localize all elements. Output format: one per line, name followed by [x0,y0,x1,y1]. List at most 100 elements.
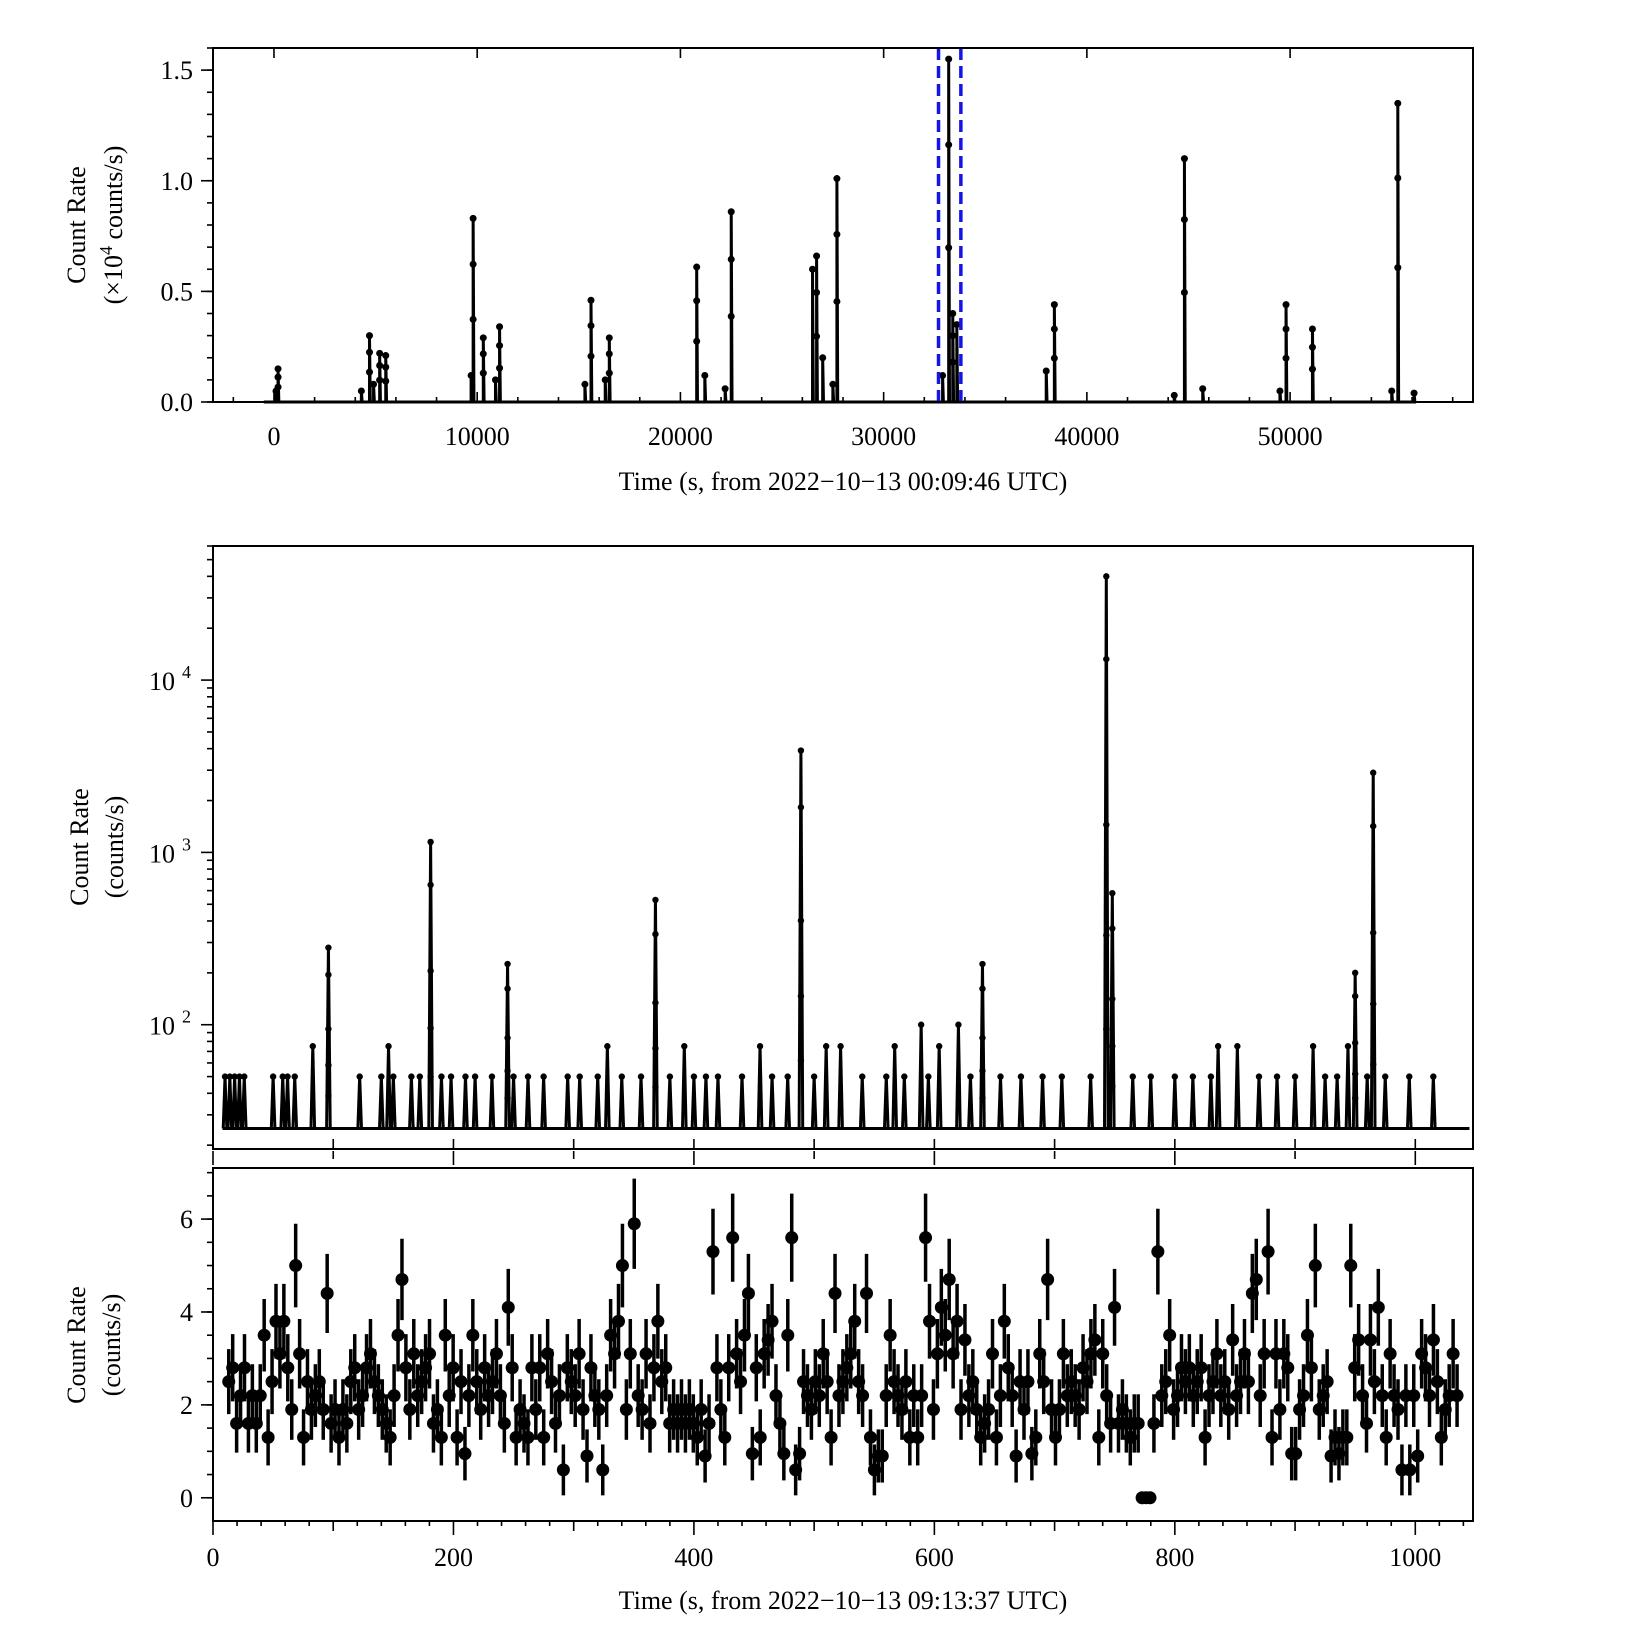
zoom-log-marker [564,1073,571,1080]
zoom-linear-point [753,1430,767,1444]
zoom-linear-point [773,1416,787,1430]
overview-peak-marker [1042,367,1050,375]
zoom-log-sample-marker [979,1067,986,1075]
zoom-log-marker [1273,1073,1281,1080]
zoom-log-marker [462,1073,469,1080]
zoom-linear-point [1009,1449,1023,1463]
zoom-linear-point [407,1347,421,1361]
zoom-linear-point [926,1403,940,1417]
zoom-linear-point [1360,1416,1374,1430]
zoom-log-sample-marker [1370,929,1377,937]
zoom-linear-point [1261,1245,1275,1259]
overview-sample-marker [1282,325,1290,333]
zoom-linear-point [434,1430,448,1444]
zoom-linear-point [915,1389,929,1403]
zoom-linear-point [1273,1403,1287,1417]
zoom-linear-point [1308,1259,1322,1273]
zoom-log-y-tick-label: 10 [149,667,175,696]
zoom-linear-point [340,1416,354,1430]
zoom-linear-point [635,1403,649,1417]
zoom-linear-point [879,1389,893,1403]
overview-sample-marker [605,350,613,358]
overview-peak-marker [496,323,504,331]
zoom-linear-point [1363,1333,1377,1347]
zoom-log-marker [221,1073,229,1080]
zoom-linear-plot-area [222,1178,1464,1505]
zoom-linear-y-axis-label: Count Rate [62,1286,91,1404]
zoom-linear-point [1147,1416,1161,1430]
zoom-linear-point [237,1361,251,1375]
zoom-linear-point [875,1449,889,1463]
zoom-linear-point [745,1447,759,1461]
zoom-linear-point [627,1217,641,1231]
zoom-linear-point [1198,1430,1212,1444]
zoom-linear-point [466,1328,480,1342]
zoom-log-sample-marker [325,1061,332,1069]
zoom-log-marker [504,960,511,968]
zoom-linear-point [387,1389,401,1403]
overview-peak-marker [819,354,827,362]
overview-sample-marker [469,260,477,268]
zoom-linear-point [726,1231,740,1245]
zoom-linear-point [1005,1389,1019,1403]
zoom-linear-point [639,1347,653,1361]
overview-peak-marker [693,263,701,271]
zoom-linear-point [556,1463,570,1477]
zoom-linear-x-axis-label: Time (s, from 2022−10−13 09:13:37 UTC) [619,1586,1068,1615]
zoom-log-sample-marker [1351,1070,1359,1078]
zoom-log-marker [1207,1073,1215,1080]
zoom-log-marker [279,1073,286,1080]
zoom-linear-point [1375,1389,1389,1403]
overview-sample-marker [945,244,953,252]
zoom-linear-point [950,1314,964,1328]
zoom-linear-point [612,1314,626,1328]
zoom-log-marker [226,1073,234,1080]
zoom-log-sample-marker [325,1092,332,1100]
zoom-linear-point [1194,1361,1208,1375]
zoom-linear-point [592,1403,606,1417]
zoom-linear-point [1151,1245,1165,1259]
zoom-log-sample-marker [652,999,659,1006]
overview-sample-marker [1180,288,1188,296]
zoom-linear-point [1450,1389,1464,1403]
overview-sample-marker [496,364,504,372]
overview-sample-marker [1308,343,1316,351]
zoom-linear-point [265,1375,279,1389]
zoom-log-sample-marker [1109,1042,1116,1050]
overview-peak-marker [1394,99,1402,107]
zoom-log-marker [997,1073,1004,1080]
zoom-log-marker [797,747,805,754]
overview-peak-marker [829,380,837,388]
zoom-linear-point [1297,1389,1311,1403]
zoom-linear-x-tick-label: 200 [434,1543,473,1572]
overview-peak-marker [467,371,475,379]
zoom-linear-point [702,1416,716,1430]
zoom-linear-point [320,1286,334,1300]
zoom-log-sample-marker [325,971,332,978]
zoom-linear-point [505,1361,519,1375]
overview-sample-marker [1180,215,1188,223]
zoom-log-marker [768,1073,776,1080]
zoom-log-marker [269,1073,277,1080]
overview-sample-marker [1308,365,1316,373]
overview-y-unit-exponent: 4 [96,246,116,255]
zoom-log-sample-marker [1103,821,1110,828]
zoom-linear-point [316,1403,330,1417]
overview-peak-marker [376,349,384,357]
zoom-linear-point [997,1314,1011,1328]
zoom-log-marker [1406,1073,1413,1080]
overview-plot-area [263,48,1418,404]
overview-sample-marker [587,322,595,330]
zoom-linear-x-tick-label: 0 [207,1543,220,1572]
zoom-log-sample-marker [797,1057,805,1064]
zoom-log-marker [1363,1073,1371,1080]
zoom-log-marker [1333,1073,1341,1080]
overview-trace [263,57,1417,404]
overview-peak-marker [953,321,961,329]
zoom-log-y-tick-label: 10 [149,839,175,868]
overview-sample-marker [949,332,957,340]
zoom-linear-panel: 0 200 400 600 800 1000 0 2 4 6 Time (s, from 2022… [62,1167,1474,1615]
zoom-log-sample-marker [1103,655,1110,663]
zoom-log-marker [1344,1043,1352,1050]
overview-peak-marker [1199,385,1207,393]
